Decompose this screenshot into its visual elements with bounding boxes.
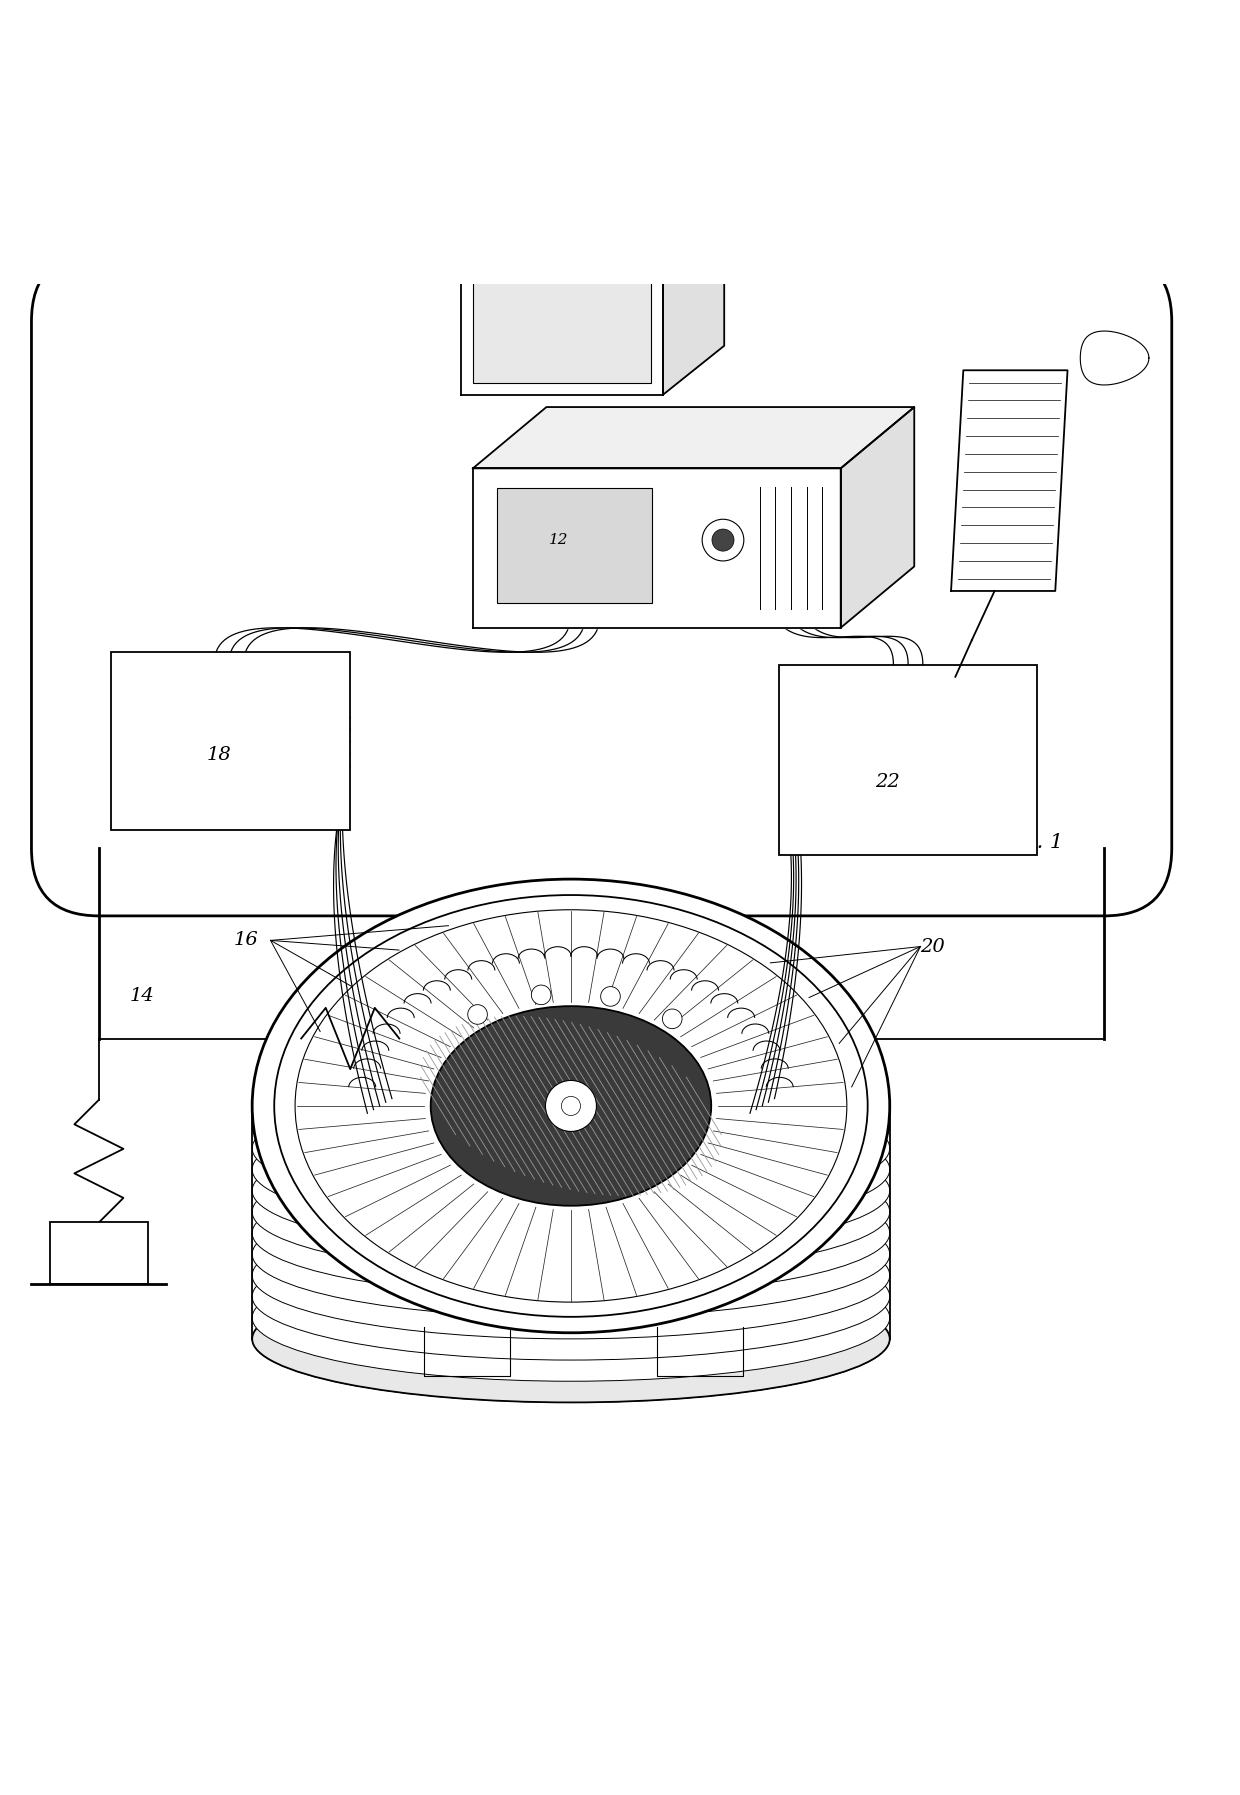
Circle shape [712, 530, 734, 551]
Ellipse shape [430, 1007, 712, 1206]
Text: 22: 22 [875, 774, 900, 792]
Ellipse shape [252, 1064, 890, 1190]
Circle shape [562, 1097, 580, 1115]
Polygon shape [1080, 330, 1149, 384]
Polygon shape [663, 205, 724, 395]
Ellipse shape [252, 1149, 890, 1274]
Bar [50, 1222, 148, 1283]
Ellipse shape [252, 1106, 890, 1233]
Polygon shape [460, 253, 663, 395]
Ellipse shape [252, 1233, 890, 1361]
Bar [112, 652, 350, 829]
Ellipse shape [252, 1276, 890, 1402]
Polygon shape [472, 407, 914, 468]
Bar [497, 488, 652, 603]
Ellipse shape [252, 1127, 890, 1255]
Circle shape [662, 1009, 682, 1029]
Text: 20: 20 [920, 937, 945, 955]
Ellipse shape [252, 1276, 890, 1402]
Circle shape [600, 987, 620, 1007]
Bar [472, 266, 651, 382]
Ellipse shape [252, 1190, 890, 1318]
Circle shape [467, 1005, 487, 1025]
Polygon shape [951, 370, 1068, 591]
Ellipse shape [252, 1255, 890, 1380]
Circle shape [546, 1081, 596, 1131]
Polygon shape [460, 205, 724, 253]
Text: 18: 18 [185, 747, 210, 765]
Ellipse shape [252, 1212, 890, 1339]
Text: 18: 18 [206, 747, 231, 765]
Ellipse shape [252, 1043, 890, 1170]
Text: 16: 16 [233, 932, 258, 950]
Ellipse shape [295, 910, 847, 1301]
Text: 22: 22 [859, 772, 884, 790]
Text: FIG. 1: FIG. 1 [998, 833, 1064, 853]
Ellipse shape [274, 896, 868, 1318]
Circle shape [532, 985, 551, 1005]
Polygon shape [841, 407, 914, 628]
Polygon shape [472, 468, 841, 628]
Ellipse shape [252, 1170, 890, 1296]
Ellipse shape [252, 1084, 890, 1212]
Circle shape [702, 519, 744, 560]
Ellipse shape [252, 880, 890, 1332]
Text: 14: 14 [129, 987, 154, 1005]
Text: 12: 12 [549, 533, 569, 547]
Bar [780, 664, 1037, 854]
